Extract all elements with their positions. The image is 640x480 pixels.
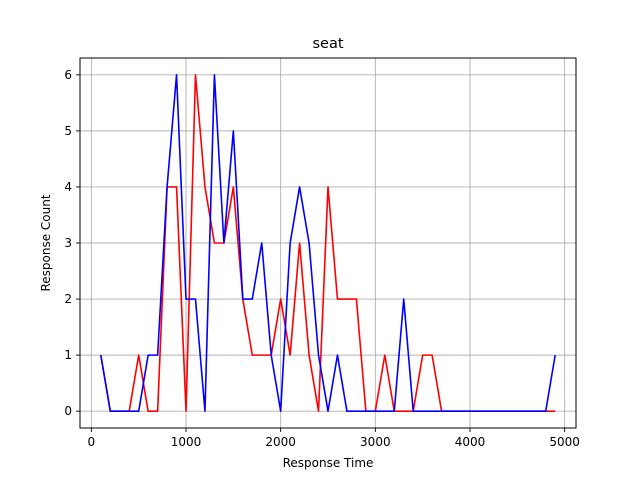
y-axis-label: Response Count bbox=[39, 194, 53, 291]
blue-series-line bbox=[100, 74, 556, 412]
x-tick-label: 0 bbox=[88, 435, 96, 449]
y-tick-label: 4 bbox=[64, 180, 72, 194]
x-tick-label: 3000 bbox=[360, 435, 391, 449]
x-tick-label: 1000 bbox=[171, 435, 202, 449]
y-tick-label: 1 bbox=[64, 348, 72, 362]
axis-ticks: 0 1000 2000 3000 4000 5000 0 1 2 3 4 5 6 bbox=[64, 68, 580, 449]
grid bbox=[80, 58, 576, 428]
series-group bbox=[100, 74, 556, 412]
chart-title: seat bbox=[312, 36, 343, 52]
x-axis-label: Response Time bbox=[283, 456, 374, 470]
y-tick-label: 6 bbox=[64, 68, 72, 82]
x-tick-label: 5000 bbox=[549, 435, 580, 449]
y-tick-label: 2 bbox=[64, 292, 72, 306]
x-tick-label: 2000 bbox=[265, 435, 296, 449]
y-tick-label: 5 bbox=[64, 124, 72, 138]
y-tick-label: 3 bbox=[64, 236, 72, 250]
x-tick-label: 4000 bbox=[455, 435, 486, 449]
y-tick-label: 0 bbox=[64, 404, 72, 418]
